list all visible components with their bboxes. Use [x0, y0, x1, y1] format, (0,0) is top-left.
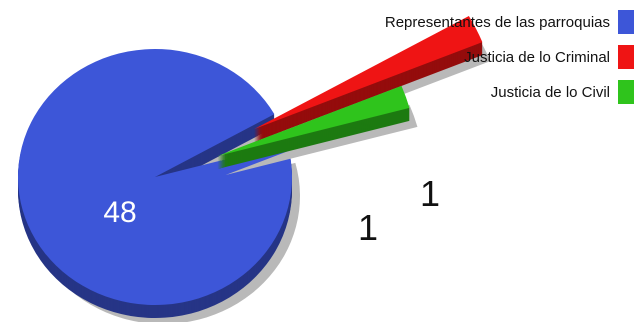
data-label-2: 1 [358, 207, 378, 248]
data-label-0: 48 [103, 196, 136, 229]
legend-label: Representantes de las parroquias [384, 13, 610, 31]
legend-item-representantes: Representantes de las parroquias [385, 10, 634, 34]
legend-swatch [618, 45, 634, 69]
legend-item-criminal: Justicia de lo Criminal [464, 45, 634, 69]
legend-label: Justicia de lo Civil [490, 83, 610, 101]
data-label-1: 1 [420, 173, 440, 214]
slice-0 [18, 48, 292, 306]
legend-swatch [618, 10, 634, 34]
legend-swatch [618, 80, 634, 104]
legend-item-civil: Justicia de lo Civil [491, 80, 634, 104]
slice-2 [217, 85, 410, 156]
legend: Representantes de las parroquias Justici… [385, 10, 634, 104]
legend-label: Justicia de lo Criminal [464, 48, 610, 66]
slice-1 [254, 16, 483, 130]
